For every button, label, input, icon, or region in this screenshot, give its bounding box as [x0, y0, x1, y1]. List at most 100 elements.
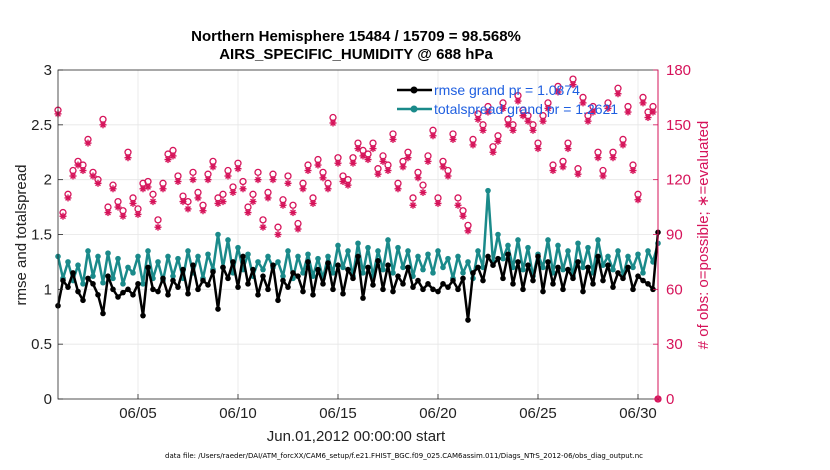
obs-evaluated-point — [499, 104, 507, 112]
totalspread-point — [545, 237, 551, 243]
totalspread-point — [195, 253, 201, 260]
x-tick-label: 06/10 — [219, 405, 257, 422]
totalspread-point — [615, 248, 621, 254]
rmse-point — [155, 288, 161, 295]
obs-evaluated-point — [534, 145, 542, 153]
totalspread-point — [625, 253, 631, 260]
rmse-point — [530, 277, 536, 284]
obs-evaluated-point — [379, 157, 387, 165]
obs-evaluated-point — [64, 194, 72, 202]
obs-evaluated-point — [99, 121, 107, 129]
y-right-tick-label: 150 — [666, 117, 691, 134]
rmse-point — [80, 297, 86, 304]
totalspread-point — [645, 248, 651, 254]
obs-possible-point — [419, 181, 427, 189]
rmse-point — [325, 260, 331, 266]
totalspread-point — [245, 251, 251, 258]
rmse-point — [200, 277, 206, 284]
rmse-point — [110, 286, 116, 293]
rmse-point — [240, 253, 246, 260]
rmse-point — [625, 264, 631, 271]
obs-evaluated-point — [274, 231, 282, 238]
obs-evaluated-point — [414, 174, 422, 182]
obs-evaluated-point — [254, 176, 262, 184]
totalspread-point — [420, 266, 426, 273]
totalspread-point — [475, 248, 481, 254]
rmse-point — [480, 277, 486, 284]
totalspread-point — [360, 270, 366, 276]
obs-evaluated-point — [129, 199, 137, 207]
obs-evaluated-point — [504, 121, 512, 129]
obs-evaluated-point — [474, 115, 482, 123]
data-file-footer: data file: /Users/raeder/DAI/ATM_forcXX/… — [165, 452, 643, 460]
obs-evaluated-point — [189, 176, 197, 184]
rmse-point — [555, 264, 561, 271]
obs-possible-point — [254, 168, 262, 177]
totalspread-point — [635, 251, 641, 258]
rmse-point — [590, 281, 596, 287]
obs-evaluated-point — [524, 117, 532, 125]
obs-evaluated-point — [184, 205, 192, 213]
rmse-point — [450, 277, 456, 284]
totalspread-point — [215, 231, 221, 238]
obs-evaluated-point — [454, 201, 462, 209]
rmse-point — [470, 270, 476, 276]
totalspread-point — [95, 253, 101, 260]
x-tick-label: 06/15 — [319, 405, 357, 422]
obs-evaluated-point — [259, 223, 267, 231]
rmse-point — [615, 270, 621, 276]
rmse-point — [540, 288, 546, 295]
metric-lines — [55, 187, 661, 323]
rmse-point — [420, 286, 426, 293]
rmse-point — [535, 253, 541, 260]
rmse-point — [105, 273, 111, 279]
obs-evaluated-point — [69, 172, 77, 180]
obs-evaluated-point — [629, 167, 637, 175]
totalspread-point — [205, 251, 211, 258]
rmse-point — [115, 294, 121, 300]
totalspread-point — [120, 281, 126, 287]
rmse-point — [385, 262, 391, 269]
rmse-point — [505, 251, 511, 258]
rmse-point — [585, 264, 591, 271]
obs-evaluated-point — [169, 152, 177, 160]
obs-evaluated-point — [309, 199, 317, 207]
rmse-point — [140, 312, 146, 319]
totalspread-point — [485, 187, 491, 194]
obs-evaluated-point — [479, 126, 487, 134]
rmse-point — [355, 253, 361, 260]
legend-rmse-label: rmse grand pr = 1.0874 — [434, 82, 580, 98]
totalspread-point — [140, 281, 146, 287]
totalspread-point — [165, 253, 171, 260]
rmse-point — [495, 255, 501, 262]
obs-evaluated-point — [599, 172, 607, 180]
rmse-point — [500, 275, 506, 282]
totalspread-point — [395, 244, 401, 251]
obs-evaluated-point — [339, 177, 347, 185]
chart-title-line1: Northern Hemisphere 15484 / 15709 = 98.5… — [191, 28, 521, 45]
obs-evaluated-point — [584, 117, 592, 125]
rmse-point — [570, 275, 576, 282]
totalspread-point — [235, 244, 241, 251]
rmse-point — [125, 286, 131, 293]
obs-evaluated-point — [609, 154, 617, 162]
rmse-point — [440, 281, 446, 287]
obs-evaluated-point — [94, 179, 102, 187]
totalspread-point — [500, 255, 506, 262]
obs-evaluated-point — [374, 170, 382, 178]
obs-evaluated-point — [604, 104, 612, 112]
totalspread-point — [400, 264, 406, 271]
rmse-point — [185, 290, 191, 297]
obs-evaluated-point — [619, 141, 627, 149]
totalspread-point — [110, 275, 116, 282]
totalspread-point — [135, 253, 141, 260]
obs-evaluated-point — [369, 145, 377, 153]
totalspread-point — [80, 281, 86, 287]
rmse-point — [60, 277, 66, 284]
obs-possible-point — [409, 194, 417, 202]
obs-evaluated-point — [199, 207, 207, 215]
rmse-point — [85, 275, 91, 282]
obs-evaluated-point — [124, 154, 132, 162]
